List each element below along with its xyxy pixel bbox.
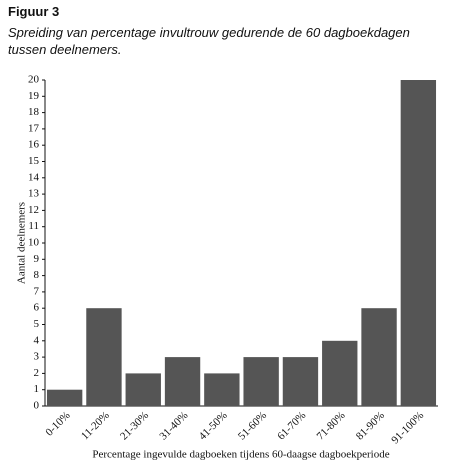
y-tick-label: 19 xyxy=(28,90,40,102)
bar xyxy=(86,308,122,406)
y-tick-label: 14 xyxy=(28,171,40,183)
x-tick-label: 91-100% xyxy=(389,409,426,446)
x-tick-label: 51-60% xyxy=(236,409,269,442)
y-tick-label: 16 xyxy=(28,139,40,151)
bar xyxy=(204,373,240,406)
y-tick-label: 6 xyxy=(34,302,40,314)
y-tick-label: 9 xyxy=(34,253,40,265)
y-tick-label: 8 xyxy=(34,269,40,281)
y-tick-label: 4 xyxy=(34,334,40,346)
bar xyxy=(243,357,279,406)
bar xyxy=(400,80,437,406)
y-tick-label: 5 xyxy=(34,318,40,330)
bar xyxy=(46,389,83,406)
x-tick-label: 71-80% xyxy=(315,409,348,442)
x-tick-label: 21-30% xyxy=(118,409,151,442)
x-tick-label: 81-90% xyxy=(354,409,387,442)
bar xyxy=(282,357,319,406)
x-tick-label: 0-10% xyxy=(43,409,72,438)
x-tick-label: 11-20% xyxy=(79,409,112,442)
y-tick-label: 0 xyxy=(34,400,40,412)
y-tick-label: 11 xyxy=(28,220,39,232)
y-tick-label: 10 xyxy=(28,237,40,249)
y-tick-label: 7 xyxy=(34,285,40,297)
y-tick-label: 18 xyxy=(28,106,40,118)
x-axis-label: Percentage ingevulde dagboeken tijdens 6… xyxy=(92,449,389,461)
x-tick-label: 41-50% xyxy=(197,409,230,442)
bar xyxy=(361,308,397,406)
y-tick-label: 15 xyxy=(28,155,40,167)
bar xyxy=(125,373,161,406)
y-tick-label: 17 xyxy=(28,122,40,134)
y-tick-label: 3 xyxy=(34,351,40,363)
x-tick-label: 61-70% xyxy=(275,409,308,442)
x-tick-label: 31-40% xyxy=(157,409,190,442)
y-tick-label: 2 xyxy=(34,367,40,379)
y-axis-label: Aantal deelnemers xyxy=(16,202,28,284)
y-tick-label: 13 xyxy=(28,188,40,200)
bar xyxy=(322,340,358,406)
y-tick-label: 12 xyxy=(28,204,39,216)
bar xyxy=(164,357,201,406)
y-tick-label: 1 xyxy=(34,383,40,395)
y-tick-label: 20 xyxy=(28,74,40,86)
figure-subtitle: Spreiding van percentage invultrouw gedu… xyxy=(8,25,410,57)
figure-title: Figuur 3 xyxy=(8,4,60,19)
